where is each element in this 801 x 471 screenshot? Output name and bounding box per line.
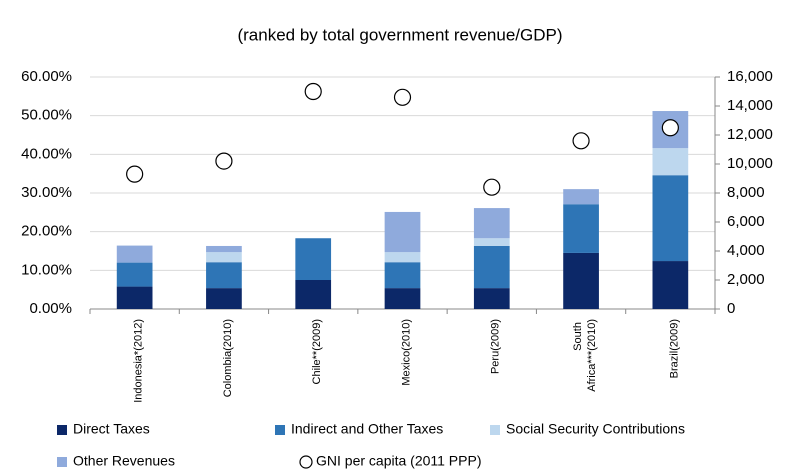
y2-tick-label: 8,000: [727, 184, 765, 201]
legend-swatch: [57, 425, 67, 435]
gni-point: [126, 165, 144, 183]
gni-point: [572, 132, 590, 150]
legend-marker: [299, 455, 313, 469]
y2-tick-label: 2,000: [727, 271, 765, 288]
bar-segment: [206, 262, 242, 289]
gni-point: [661, 119, 679, 137]
bar-segment: [295, 238, 332, 280]
x-tick-label: Brazil(2009): [668, 319, 680, 378]
legend-label: Social Security Contributions: [506, 421, 685, 437]
bar-segment: [206, 252, 242, 263]
y-tick-label: 0.00%: [29, 300, 72, 317]
bar-segment: [473, 245, 510, 289]
y-tick-label: 60.00%: [21, 68, 72, 85]
x-tick-label: Indonesia*(2012): [133, 319, 145, 403]
bar-segment: [116, 262, 153, 287]
chart-title: (ranked by total government revenue/GDP): [237, 25, 562, 44]
bar-segment: [563, 252, 599, 309]
y-tick-label: 40.00%: [21, 145, 72, 162]
x-tick-label-line: Africa***(2010): [586, 319, 598, 392]
bar-segment: [473, 208, 510, 239]
bar-segment: [384, 288, 421, 309]
legend-swatch: [57, 457, 67, 467]
x-tick-label-line: South: [572, 319, 584, 351]
bar-segment: [206, 288, 242, 309]
bar-segment: [116, 245, 153, 263]
legend-label: GNI per capita (2011 PPP): [316, 453, 481, 469]
bar-segment: [206, 245, 242, 253]
y2-tick-label: 0: [727, 300, 735, 317]
x-tick-label: Peru(2009): [490, 319, 502, 374]
bar-segment: [652, 175, 689, 262]
gni-point: [215, 152, 233, 170]
y2-tick-label: 4,000: [727, 242, 765, 259]
y-tick-label: 30.00%: [21, 184, 72, 201]
bar-segment: [116, 286, 153, 309]
y-tick-label: 20.00%: [21, 223, 72, 240]
y2-tick-label: 10,000: [727, 155, 773, 172]
bar-segment: [563, 204, 599, 253]
y2-tick-label: 12,000: [727, 126, 773, 143]
y-tick-label: 50.00%: [21, 107, 72, 124]
bar-segment: [384, 211, 421, 253]
bar-segment: [652, 148, 689, 176]
bar-segment: [652, 261, 689, 309]
y2-tick-label: 14,000: [727, 97, 773, 114]
legend-label: Other Revenues: [73, 453, 175, 469]
x-tick-label: Colombia(2010): [222, 319, 234, 397]
legend-swatch: [490, 425, 500, 435]
x-tick-label: Chile**(2009): [311, 319, 323, 384]
legend-label: Indirect and Other Taxes: [291, 421, 443, 437]
bar-segment: [295, 280, 332, 309]
legend-label: Direct Taxes: [73, 421, 150, 437]
bar-segment: [384, 252, 421, 263]
y2-tick-label: 16,000: [727, 68, 773, 85]
legend-swatch: [275, 425, 285, 435]
bar-segment: [384, 262, 421, 289]
y-tick-label: 10.00%: [21, 261, 72, 278]
gni-point: [304, 82, 322, 101]
x-tick-label: South Africa***(2010): [572, 319, 598, 392]
x-tick-label: Mexico(2010): [400, 319, 412, 386]
gni-point: [393, 88, 412, 106]
bar-segment: [473, 238, 510, 246]
bar-segment: [563, 189, 599, 205]
y2-tick-label: 6,000: [727, 213, 765, 230]
bar-segment: [473, 288, 510, 309]
gni-point: [483, 178, 501, 196]
